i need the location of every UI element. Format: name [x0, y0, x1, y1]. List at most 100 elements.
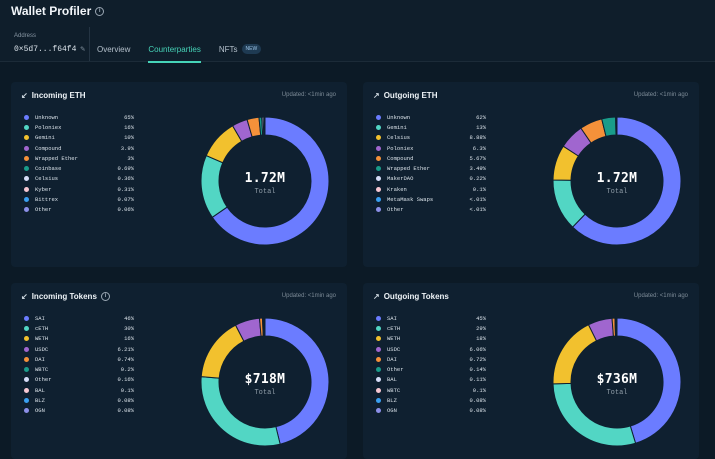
legend-item[interactable]: Poloniex 16% — [24, 122, 134, 132]
updated-timestamp: Updated: <1min ago — [281, 293, 336, 299]
legend-item[interactable]: Compound 5.67% — [376, 153, 486, 163]
legend-item[interactable]: MetaMask Swaps <.01% — [376, 194, 486, 204]
legend-swatch — [24, 336, 29, 342]
legend-item[interactable]: WETH 18% — [376, 334, 486, 344]
total-value: $736M — [596, 372, 638, 387]
legend-percent: 3.49% — [469, 165, 486, 173]
legend-label: cETH — [387, 324, 401, 332]
legend-swatch — [376, 166, 381, 172]
card-outgoing-tokens: ↗ Outgoing Tokens Updated: <1min ago SAI 45%… — [363, 283, 699, 459]
legend-item[interactable]: WBTC 0.1% — [376, 385, 486, 395]
legend-item[interactable]: USDC 6.21% — [24, 344, 134, 354]
legend-swatch — [376, 145, 381, 151]
legend-item[interactable]: BAL 0.11% — [376, 375, 486, 385]
legend-item[interactable]: Other 0.14% — [376, 364, 486, 374]
legend-item[interactable]: WETH 16% — [24, 334, 134, 344]
legend-item[interactable]: OGN 0.08% — [376, 406, 486, 416]
legend-item[interactable]: USDC 6.06% — [376, 344, 486, 354]
tab-label: Overview — [97, 44, 131, 54]
legend-item[interactable]: Other <.01% — [376, 205, 486, 215]
info-icon[interactable]: i — [95, 6, 105, 16]
legend-item[interactable]: Celsius 8.88% — [376, 133, 486, 143]
legend-percent: 0.08% — [469, 407, 486, 415]
legend-item[interactable]: Unknown 62% — [376, 112, 486, 122]
legend-item[interactable]: Wrapped Ether 3.49% — [376, 163, 486, 173]
legend-label: MetaMask Swaps — [387, 196, 434, 204]
legend-label: Other — [387, 366, 404, 374]
legend-item[interactable]: Coinbase 0.69% — [24, 163, 134, 173]
donut-slice-unknown[interactable] — [211, 116, 330, 246]
legend-percent: 0.2% — [120, 366, 134, 374]
legend-item[interactable]: Kraken 0.1% — [376, 184, 486, 194]
donut-slice-unknown[interactable] — [571, 116, 682, 246]
legend-item[interactable]: cETH 30% — [24, 323, 134, 333]
legend-item[interactable]: SAI 46% — [24, 313, 134, 323]
legend-percent: 0.72% — [469, 355, 486, 363]
legend-swatch — [24, 325, 29, 331]
legend-item[interactable]: Poloniex 6.3% — [376, 143, 486, 153]
tab-overview[interactable]: Overview — [97, 42, 130, 63]
legend-item[interactable]: Other 0.16% — [24, 375, 134, 385]
legend-label: Unknown — [35, 113, 59, 121]
card-outgoing-eth: ↗ Outgoing ETH Updated: <1min ago Unknown 62… — [363, 82, 699, 267]
card-title: ↗ Outgoing Tokens — [373, 292, 449, 301]
legend-swatch — [376, 135, 381, 141]
legend-percent: 5.67% — [469, 154, 486, 162]
tab-nfts[interactable]: NFTs NEW — [218, 42, 262, 63]
legend-item[interactable]: BLZ 0.08% — [376, 395, 486, 405]
legend-label: WETH — [387, 335, 401, 343]
legend-swatch — [24, 398, 29, 404]
legend-percent: 6.21% — [117, 345, 134, 353]
legend-item[interactable]: BAL 0.1% — [24, 385, 134, 395]
legend-item[interactable]: DAI 0.74% — [24, 354, 134, 364]
legend-percent: 0.22% — [469, 175, 486, 183]
legend: SAI 46% cETH 30% WETH 16% USDC 6.21% DAI 0.74% WBT… — [24, 313, 134, 416]
legend-label: BAL — [387, 376, 397, 384]
legend-swatch — [376, 176, 381, 182]
legend-item[interactable]: Celsius 0.36% — [24, 174, 134, 184]
legend-item[interactable]: cETH 29% — [376, 323, 486, 333]
legend-item[interactable]: Unknown 65% — [24, 112, 134, 122]
updated-timestamp: Updated: <1min ago — [281, 92, 336, 98]
legend-swatch — [376, 124, 381, 130]
legend-item[interactable]: Compound 3.9% — [24, 143, 134, 153]
legend-item[interactable]: MakerDAO 0.22% — [376, 174, 486, 184]
legend-item[interactable]: Gemini 10% — [24, 133, 134, 143]
donut-chart — [200, 116, 330, 246]
donut-slice-poloniex[interactable] — [200, 154, 228, 219]
arrow-down-left-icon: ↙ — [21, 292, 28, 301]
legend-percent: 0.1% — [472, 386, 486, 394]
legend-item[interactable]: Other 0.06% — [24, 205, 134, 215]
legend-item[interactable]: WBTC 0.2% — [24, 364, 134, 374]
address-display: 0×5d7...f64f4 ✎ — [14, 44, 86, 55]
legend-label: Poloniex — [387, 144, 414, 152]
legend-item[interactable]: Kyber 0.31% — [24, 184, 134, 194]
card-incoming-tokens: ↙ Incoming Tokens i Updated: <1min ago SAI 46… — [11, 283, 347, 459]
card-title: ↙ Incoming ETH — [21, 91, 85, 100]
legend-item[interactable]: DAI 0.72% — [376, 354, 486, 364]
legend-item[interactable]: Wrapped Ether 3% — [24, 153, 134, 163]
legend-item[interactable]: SAI 45% — [376, 313, 486, 323]
edit-pencil-icon[interactable]: ✎ — [80, 45, 86, 54]
legend-item[interactable]: Bittrex 0.07% — [24, 194, 134, 204]
legend-swatch — [24, 176, 29, 182]
legend-percent: 0.14% — [469, 366, 486, 374]
legend-label: cETH — [35, 324, 49, 332]
legend-percent: 0.08% — [469, 397, 486, 405]
legend-label: USDC — [387, 345, 401, 353]
legend-label: Wrapped Ether — [387, 165, 430, 173]
legend-swatch — [376, 114, 381, 120]
legend-item[interactable]: Gemini 13% — [376, 122, 486, 132]
legend-percent: 0.08% — [117, 407, 134, 415]
legend-item[interactable]: BLZ 0.08% — [24, 395, 134, 405]
legend-swatch — [376, 387, 381, 393]
donut-slice-weth[interactable] — [200, 324, 245, 379]
legend-percent: 45% — [476, 314, 486, 322]
tab-label: NFTs — [218, 44, 238, 54]
tab-counterparties[interactable]: Counterparties — [148, 42, 202, 63]
info-icon[interactable]: i — [100, 292, 110, 301]
legend-label: Other — [35, 206, 52, 214]
legend-label: Celsius — [387, 134, 411, 142]
legend-label: Other — [387, 206, 404, 214]
legend-item[interactable]: OGN 0.08% — [24, 406, 134, 416]
